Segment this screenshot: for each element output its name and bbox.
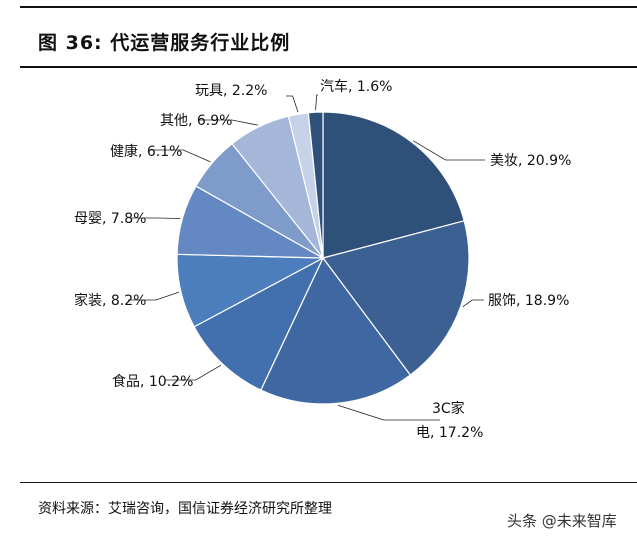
slice-label-食品: 食品, 10.2% (112, 373, 193, 390)
slice-label-3C家电-line1: 3C家 (432, 400, 465, 417)
slice-label-玩具: 玩具, 2.2% (195, 83, 267, 99)
leader-line-汽车 (315, 94, 318, 111)
leader-lines (128, 94, 485, 421)
watermark: 头条 @未来智库 (507, 512, 617, 530)
pie-slices (176, 111, 470, 405)
slice-label-美妆: 美妆, 20.9% (490, 153, 571, 169)
slice-label-3C家电-line2: 电, 17.2% (416, 425, 483, 441)
slice-label-家装: 家装, 8.2% (74, 292, 146, 309)
footer-rule (20, 482, 637, 483)
slice-label-其他: 其他, 6.9% (160, 113, 232, 129)
pie-slice-服饰 (321, 220, 470, 376)
leader-line-健康 (150, 149, 211, 163)
slice-label-汽车: 汽车, 1.6% (320, 78, 392, 95)
leader-line-服饰 (462, 299, 484, 308)
pie-slice-3C家电 (260, 256, 412, 405)
title-rule (20, 66, 637, 68)
top-rule (20, 6, 637, 8)
leader-line-3C家电 (337, 404, 440, 421)
leader-line-食品 (165, 364, 222, 381)
pie-slice-汽车 (307, 111, 324, 259)
pie-slice-食品 (193, 256, 325, 391)
slice-labels: 美妆, 20.9% 服饰, 18.9% 3C家 电, 17.2% 食品, 10.… (74, 78, 571, 441)
leader-line-母婴 (130, 217, 181, 219)
slice-label-母婴: 母婴, 7.8% (74, 211, 146, 227)
slice-label-服饰: 服饰, 18.9% (488, 293, 569, 309)
slice-label-健康: 健康, 6.1% (110, 143, 182, 160)
pie-slice-美妆 (322, 111, 465, 259)
leader-line-其他 (200, 119, 258, 126)
figure-title: 图 36: 代运营服务行业比例 (38, 32, 291, 54)
leader-line-玩具 (286, 95, 299, 113)
source-note: 资料来源：艾瑞咨询，国信证券经济研究所整理 (38, 501, 332, 517)
leader-line-家装 (128, 291, 180, 301)
leader-line-美妆 (413, 140, 485, 161)
